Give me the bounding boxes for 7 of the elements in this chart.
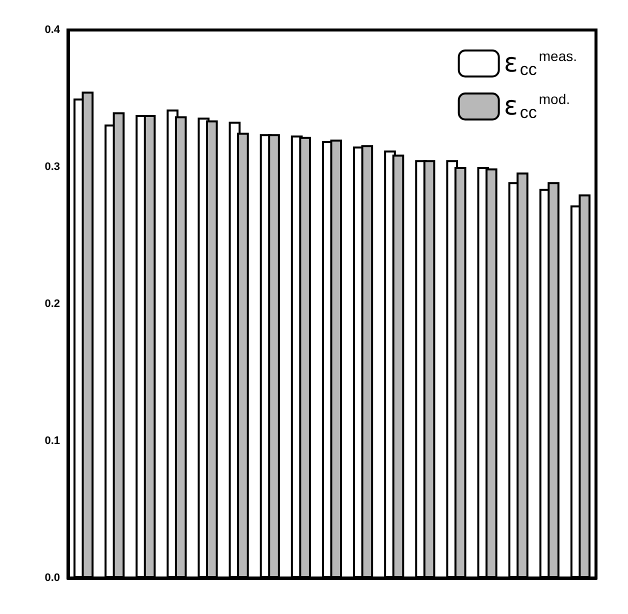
y-tick-label: 0.2 — [44, 298, 60, 310]
legend-label: εccmod. — [504, 91, 570, 122]
legend-label: εccmeas. — [504, 48, 577, 79]
y-tick-label: 0.4 — [44, 24, 61, 36]
y-tick-label: 0.3 — [44, 161, 60, 173]
y-tick-label: 0.0 — [44, 572, 60, 584]
y-tick-label: 0.1 — [44, 435, 60, 447]
